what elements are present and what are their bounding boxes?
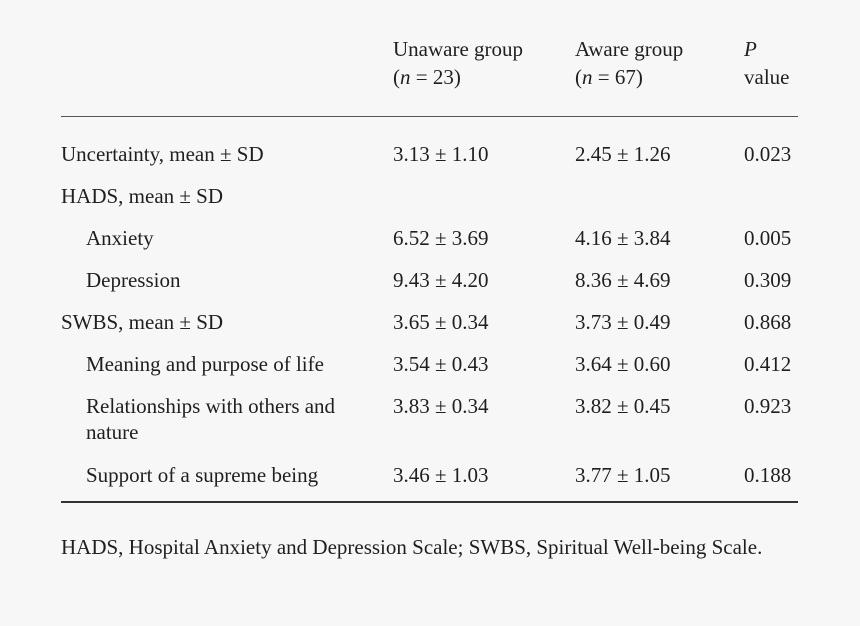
unaware-value: 9.43 ± 4.20 (393, 268, 489, 292)
aware-value: 3.82 ± 0.45 (575, 394, 671, 418)
n-value: = 23 (410, 65, 454, 89)
row-label: Anxiety (86, 226, 154, 250)
p-value: 0.923 (744, 394, 792, 418)
aware-value: 4.16 ± 3.84 (575, 226, 671, 250)
p-value: 0.412 (744, 352, 792, 376)
header-unaware-title: Unaware group (393, 37, 524, 61)
header-aware-n: (n = 67) (575, 65, 643, 89)
p-value: 0.868 (744, 310, 792, 334)
p-value: 0.188 (744, 463, 792, 487)
row-label: Uncertainty, mean ± SD (61, 142, 264, 166)
n-symbol: n (582, 65, 593, 89)
aware-value: 3.73 ± 0.49 (575, 310, 671, 334)
unaware-value: 3.65 ± 0.34 (393, 310, 489, 334)
p-value: 0.005 (744, 226, 792, 250)
n-value: = 67 (592, 65, 636, 89)
header-unaware-n: (n = 23) (393, 65, 461, 89)
row-label: Relationships with others and nature (86, 394, 336, 444)
table-footnote: HADS, Hospital Anxiety and Depression Sc… (61, 535, 763, 559)
header-p-label: value (744, 65, 790, 89)
row-label: HADS, mean ± SD (61, 184, 224, 208)
unaware-value: 3.13 ± 1.10 (393, 142, 489, 166)
aware-value: 2.45 ± 1.26 (575, 142, 671, 166)
n-symbol: n (400, 65, 411, 89)
aware-value: 3.64 ± 0.60 (575, 352, 671, 376)
p-value: 0.023 (744, 142, 792, 166)
p-value: 0.309 (744, 268, 792, 292)
header-p-symbol: P (744, 37, 757, 61)
table-bottom-rule (61, 501, 798, 503)
row-label: Depression (86, 268, 181, 292)
unaware-value: 6.52 ± 3.69 (393, 226, 489, 250)
row-label: Meaning and purpose of life (86, 352, 324, 376)
unaware-value: 3.83 ± 0.34 (393, 394, 489, 418)
aware-value: 8.36 ± 4.69 (575, 268, 671, 292)
header-unaware-group: Unaware group (n = 23) (393, 35, 523, 91)
row-label: SWBS, mean ± SD (61, 310, 224, 334)
header-aware-title: Aware group (575, 37, 684, 61)
table-top-rule (61, 116, 798, 117)
header-p-value: P value (744, 35, 789, 91)
unaware-value: 3.54 ± 0.43 (393, 352, 489, 376)
row-label: Support of a supreme being (86, 463, 319, 487)
unaware-value: 3.46 ± 1.03 (393, 463, 489, 487)
header-aware-group: Aware group (n = 67) (575, 35, 683, 91)
aware-value: 3.77 ± 1.05 (575, 463, 671, 487)
